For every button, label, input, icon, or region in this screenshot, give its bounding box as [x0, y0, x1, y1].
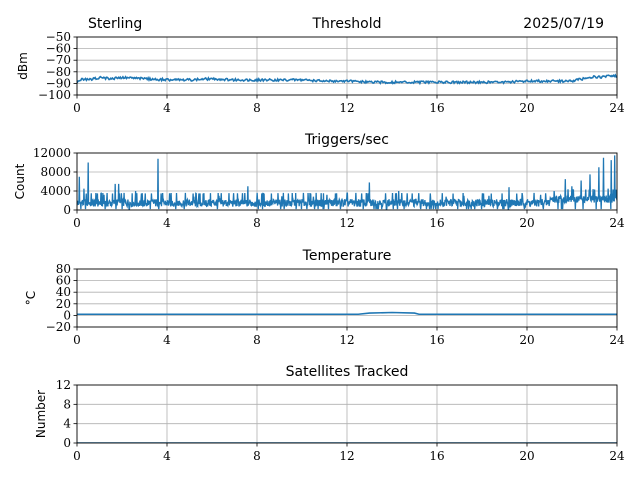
temperature-ylabel: °C — [24, 291, 38, 305]
threshold-xtick-label-0: 0 — [73, 101, 81, 115]
temperature-xtick-label-0: 0 — [73, 333, 81, 347]
temperature-xtick-label-4: 16 — [429, 333, 444, 347]
triggers-xtick-label-3: 12 — [339, 216, 354, 230]
temperature-xtick-label-5: 20 — [519, 333, 534, 347]
threshold-panel: 0 4 8 12 16 20 24 −100−90−80−70−60−50 Threshold d… — [16, 16, 625, 115]
triggers-ytick-label-3: 12000 — [33, 146, 71, 160]
satellites-ytick-label-3: 12 — [56, 378, 71, 392]
satellites-xtick-label-4: 16 — [429, 449, 444, 463]
station-name: Sterling — [88, 16, 142, 32]
triggers-xtick-label-6: 24 — [609, 216, 625, 230]
threshold-series-line — [77, 73, 617, 86]
threshold-ytick-label-5: −50 — [46, 30, 71, 44]
threshold-title: Threshold — [312, 16, 382, 32]
triggers-ytick-label-1: 4000 — [40, 184, 71, 198]
threshold-xtick-label-3: 12 — [339, 101, 354, 115]
threshold-ytick-label-0: −100 — [38, 88, 71, 102]
report-date: 2025/07/19 — [523, 16, 604, 32]
threshold-xtick-label-5: 20 — [519, 101, 534, 115]
satellites-xtick-label-0: 0 — [73, 449, 81, 463]
triggers-ylabel: Count — [13, 163, 27, 199]
triggers-xtick-label-1: 4 — [163, 216, 171, 230]
temperature-ytick-label-1: 0 — [63, 308, 71, 322]
triggers-xtick-label-5: 20 — [519, 216, 534, 230]
temperature-xtick-label-3: 12 — [339, 333, 354, 347]
temperature-title: Temperature — [302, 248, 392, 264]
triggers-xtick-label-0: 0 — [73, 216, 81, 230]
threshold-xtick-label-1: 4 — [163, 101, 171, 115]
temperature-xtick-label-1: 4 — [163, 333, 171, 347]
temperature-ytick-label-0: −20 — [46, 320, 71, 334]
temperature-xtick-label-6: 24 — [609, 333, 625, 347]
triggers-title: Triggers/sec — [304, 132, 389, 148]
satellites-ytick-label-1: 4 — [63, 417, 71, 431]
threshold-ytick-label-4: −60 — [46, 42, 71, 56]
temperature-series-line — [77, 311, 617, 316]
threshold-xtick-label-2: 8 — [253, 101, 261, 115]
triggers-ytick-label-2: 8000 — [40, 165, 71, 179]
satellites-xtick-label-1: 4 — [163, 449, 171, 463]
triggers-xtick-label-4: 16 — [429, 216, 444, 230]
satellites-xtick-label-5: 20 — [519, 449, 534, 463]
satellites-ytick-label-2: 8 — [63, 397, 71, 411]
threshold-ytick-label-2: −80 — [46, 65, 71, 79]
temperature-ytick-label-4: 60 — [56, 274, 71, 288]
temperature-ytick-label-5: 80 — [56, 262, 71, 276]
panels: 0 4 8 12 16 20 24 −100−90−80−70−60−50 Threshold d… — [13, 16, 625, 463]
threshold-ytick-label-1: −90 — [46, 76, 71, 90]
satellites-title: Satellites Tracked — [286, 364, 409, 380]
satellites-panel: 0 4 8 12 16 20 24 0 4 8 12 Satellites Tracked Number — [34, 364, 625, 463]
threshold-ylabel: dBm — [16, 52, 30, 80]
triggers-xtick-label-2: 8 — [253, 216, 261, 230]
triggers-series-line — [77, 155, 617, 210]
triggers-panel: 0 4 8 12 16 20 24 0 4000 8000 12000 Triggers/sec Cou… — [13, 132, 625, 230]
threshold-ytick-label-3: −70 — [46, 53, 71, 67]
triggers-ytick-label-0: 0 — [63, 203, 71, 217]
satellites-ylabel: Number — [34, 390, 48, 438]
satellites-xtick-label-2: 8 — [253, 449, 261, 463]
satellites-xtick-label-3: 12 — [339, 449, 354, 463]
satellites-xtick-label-6: 24 — [609, 449, 625, 463]
temperature-xtick-label-2: 8 — [253, 333, 261, 347]
temperature-ytick-label-2: 20 — [56, 297, 71, 311]
threshold-xtick-label-6: 24 — [609, 101, 625, 115]
satellites-ytick-label-0: 0 — [63, 436, 71, 450]
temperature-ytick-label-3: 40 — [56, 285, 71, 299]
threshold-xtick-label-4: 16 — [429, 101, 444, 115]
